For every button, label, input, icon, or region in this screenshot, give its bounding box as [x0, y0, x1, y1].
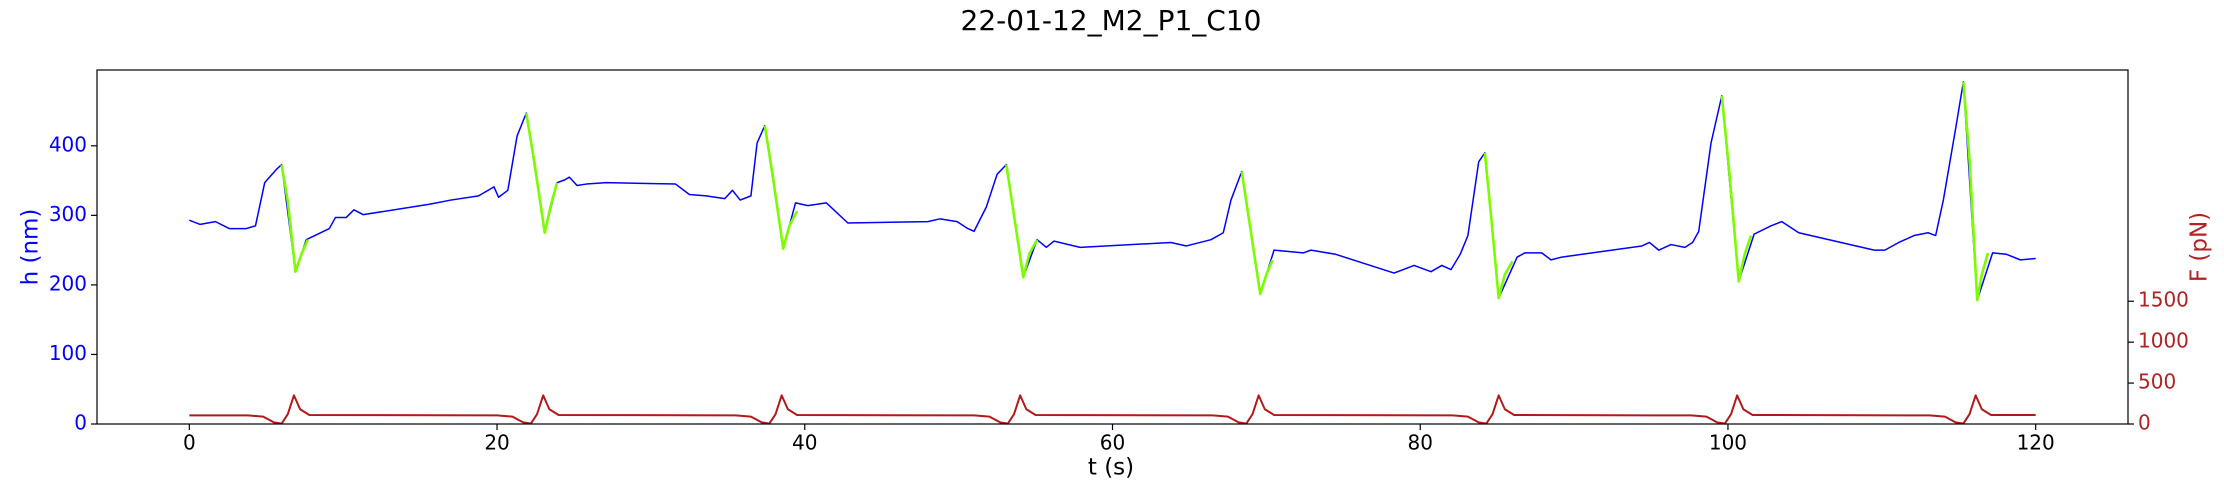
line-series	[189, 81, 2036, 301]
x-tick-label: 80	[1408, 431, 1433, 455]
y-tick-label: 300	[49, 202, 87, 226]
y-tick-label: 100	[49, 341, 87, 365]
x-tick-label: 60	[1100, 431, 1125, 455]
y-tick-label: 200	[49, 271, 87, 295]
line-series	[189, 394, 2036, 425]
y-tick-label: 400	[49, 132, 87, 156]
y2-tick-label: 1500	[2138, 288, 2189, 312]
chart-title: 22-01-12_M2_P1_C10	[961, 4, 1262, 37]
x-tick-label: 20	[484, 431, 509, 455]
y-tick-label: 0	[74, 411, 87, 435]
y2-tick-label: 500	[2138, 370, 2176, 394]
line-series	[280, 81, 1990, 302]
x-tick-label: 40	[792, 431, 817, 455]
x-tick-label: 120	[2017, 431, 2055, 455]
x-axis-label: t (s)	[1088, 455, 1134, 481]
y2-tick-label: 0	[2138, 411, 2151, 435]
plot-frame	[96, 69, 2129, 425]
x-tick-label: 0	[183, 431, 196, 455]
x-tick-label: 100	[1709, 431, 1747, 455]
y2-tick-label: 1000	[2138, 329, 2189, 353]
y2-axis-label: F (pN)	[2187, 212, 2213, 282]
y-axis-label: h (nm)	[18, 209, 44, 286]
